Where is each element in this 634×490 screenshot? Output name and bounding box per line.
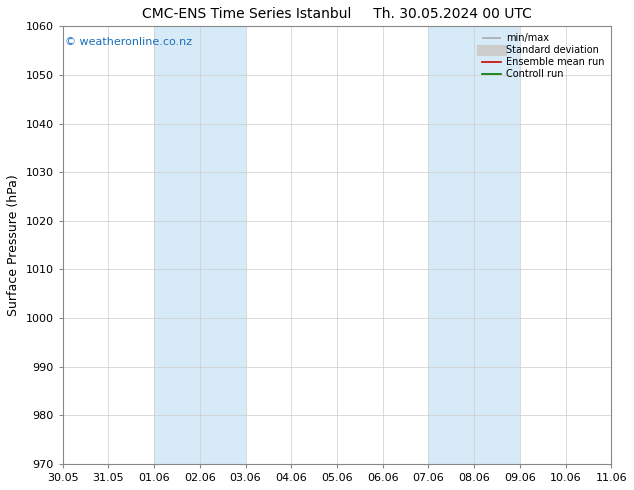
Text: © weatheronline.co.nz: © weatheronline.co.nz: [65, 37, 193, 47]
Y-axis label: Surface Pressure (hPa): Surface Pressure (hPa): [7, 174, 20, 316]
Bar: [429, 26, 520, 464]
Bar: [154, 26, 245, 464]
Title: CMC-ENS Time Series Istanbul     Th. 30.05.2024 00 UTC: CMC-ENS Time Series Istanbul Th. 30.05.2…: [142, 7, 532, 21]
Legend: min/max, Standard deviation, Ensemble mean run, Controll run: min/max, Standard deviation, Ensemble me…: [480, 31, 606, 81]
